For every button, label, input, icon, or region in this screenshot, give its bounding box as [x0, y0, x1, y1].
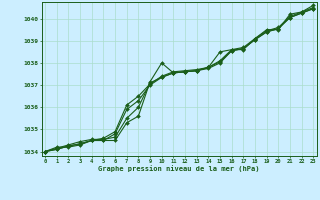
X-axis label: Graphe pression niveau de la mer (hPa): Graphe pression niveau de la mer (hPa) — [99, 165, 260, 172]
